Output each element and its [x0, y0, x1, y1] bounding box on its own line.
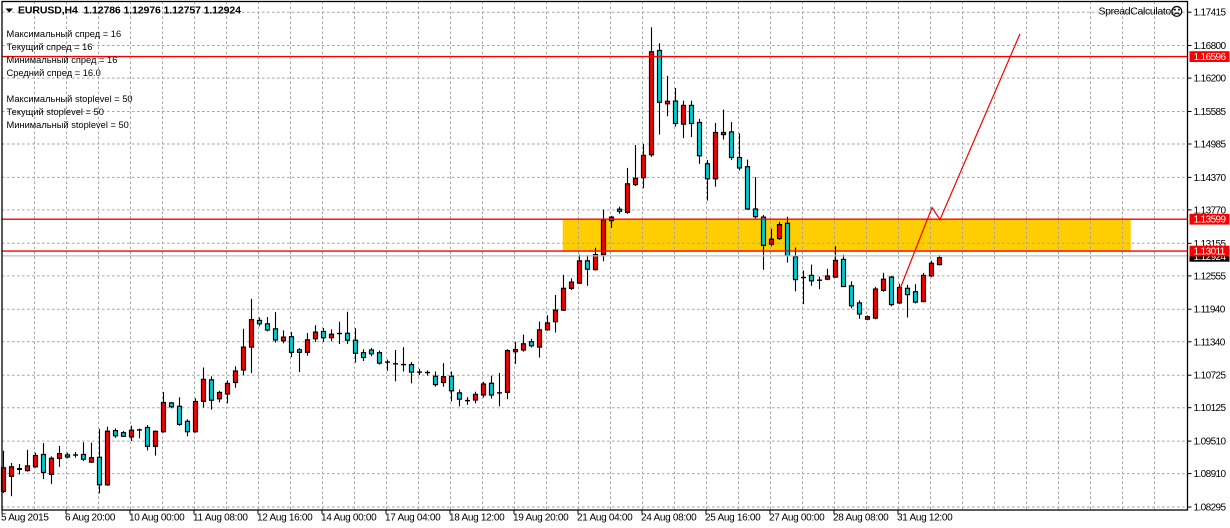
svg-text:25 Aug 16:00: 25 Aug 16:00 — [705, 513, 761, 524]
svg-text:21 Aug 04:00: 21 Aug 04:00 — [577, 513, 633, 524]
svg-text:EURUSD,H4 1.12786 1.12976 1.1: EURUSD,H4 1.12786 1.12976 1.12757 1.1292… — [18, 4, 241, 16]
svg-text:1.10125: 1.10125 — [1194, 403, 1227, 414]
svg-text:Минимальный спред = 16: Минимальный спред = 16 — [7, 55, 118, 65]
svg-text:1.14370: 1.14370 — [1194, 173, 1227, 184]
svg-text:Максимальный stoplevel = 50: Максимальный stoplevel = 50 — [7, 94, 133, 104]
svg-text:Максимальный спред = 16: Максимальный спред = 16 — [7, 29, 122, 39]
svg-text:Текущий stoplevel = 50: Текущий stoplevel = 50 — [7, 107, 104, 117]
svg-text:Минимальный stoplevel = 50: Минимальный stoplevel = 50 — [7, 120, 129, 130]
svg-text:6 Aug 20:00: 6 Aug 20:00 — [65, 513, 116, 524]
svg-text:Текущий спред = 16: Текущий спред = 16 — [7, 42, 93, 52]
svg-text:1.15585: 1.15585 — [1194, 107, 1227, 118]
svg-text:1.11340: 1.11340 — [1194, 337, 1226, 348]
svg-text:1.10725: 1.10725 — [1194, 371, 1227, 382]
svg-text:5 Aug 2015: 5 Aug 2015 — [1, 513, 49, 524]
svg-text:1.13155: 1.13155 — [1194, 239, 1227, 250]
svg-text:1.16800: 1.16800 — [1194, 41, 1227, 52]
svg-text:1.13599: 1.13599 — [1194, 215, 1227, 226]
svg-text:1.08295: 1.08295 — [1194, 503, 1227, 514]
svg-text:1.17415: 1.17415 — [1194, 8, 1227, 19]
svg-text:19 Aug 20:00: 19 Aug 20:00 — [513, 513, 569, 524]
svg-text:31 Aug 12:00: 31 Aug 12:00 — [897, 513, 953, 524]
svg-text:11 Aug 08:00: 11 Aug 08:00 — [193, 513, 248, 524]
svg-text:12 Aug 16:00: 12 Aug 16:00 — [257, 513, 313, 524]
svg-text:27 Aug 00:00: 27 Aug 00:00 — [769, 513, 825, 524]
svg-text:1.09510: 1.09510 — [1194, 437, 1227, 448]
svg-text:1.13011: 1.13011 — [1194, 247, 1226, 258]
svg-text:1.12555: 1.12555 — [1194, 271, 1227, 282]
svg-text:Средний спред = 16.0: Средний спред = 16.0 — [7, 68, 101, 78]
svg-text:1.12924: 1.12924 — [1194, 252, 1227, 263]
svg-text:1.16200: 1.16200 — [1194, 74, 1227, 85]
svg-text:24 Aug 08:00: 24 Aug 08:00 — [641, 513, 697, 524]
svg-text:10 Aug 00:00: 10 Aug 00:00 — [129, 513, 185, 524]
svg-text:14 Aug 00:00: 14 Aug 00:00 — [321, 513, 377, 524]
svg-text:1.11940: 1.11940 — [1194, 305, 1226, 316]
svg-text:1.14985: 1.14985 — [1194, 140, 1227, 151]
svg-text:17 Aug 04:00: 17 Aug 04:00 — [385, 513, 441, 524]
svg-text:18 Aug 12:00: 18 Aug 12:00 — [449, 513, 505, 524]
svg-text:SpreadCalculator: SpreadCalculator — [1099, 5, 1175, 17]
svg-text:28 Aug 08:00: 28 Aug 08:00 — [833, 513, 889, 524]
svg-text:1.16596: 1.16596 — [1194, 52, 1227, 63]
svg-text:1.08910: 1.08910 — [1194, 469, 1227, 480]
svg-text:1.13770: 1.13770 — [1194, 205, 1227, 216]
